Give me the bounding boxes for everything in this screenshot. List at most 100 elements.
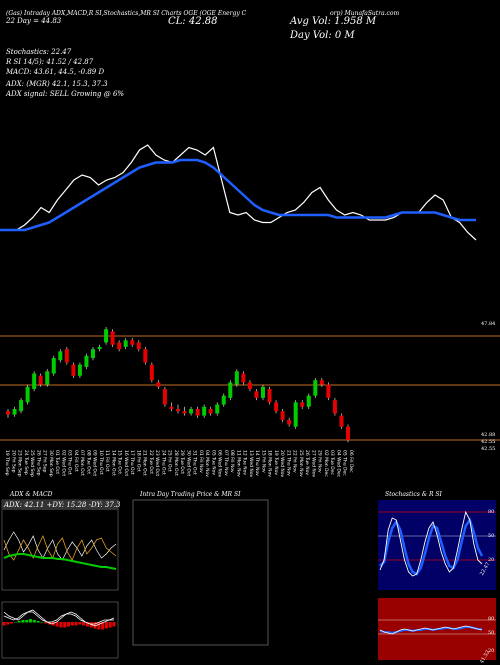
candle-body <box>91 349 95 359</box>
candle-body <box>136 342 141 350</box>
macd-hist-bar <box>97 622 101 630</box>
candle-body <box>319 380 324 385</box>
x-tick-label: 03 Tue Dec <box>329 450 335 476</box>
price-line-chart <box>0 144 477 241</box>
x-tick-label: 29 Fri Nov <box>317 450 323 473</box>
adx-values: ADX: 42.11 +DY: 15.28 -DY: 37.3 <box>4 501 121 509</box>
stoch-tick-50: 50 <box>488 533 495 539</box>
x-tick-label: 21 Mon Oct <box>142 450 148 476</box>
candle-body <box>228 382 233 398</box>
candle-body <box>71 364 76 376</box>
macd-hist-bar <box>2 622 6 626</box>
x-tick-label: 03 Thu Oct <box>67 450 73 475</box>
macd-hist-bar <box>82 622 86 626</box>
rsi-tick-50: 50 <box>488 630 495 636</box>
adx-main-line <box>3 553 117 570</box>
x-tick-label: 19 Thu Sep <box>4 450 10 476</box>
x-tick-label: 27 Fri Sep <box>42 450 48 473</box>
candle-body <box>346 426 350 440</box>
macd-hist-bar <box>36 621 40 623</box>
candle-body <box>169 406 174 409</box>
x-tick-label: 22 Fri Nov <box>292 450 298 473</box>
x-tick-label: 11 Mon Nov <box>235 450 241 477</box>
candle-body <box>123 340 128 347</box>
stoch-tick-80: 80 <box>488 509 495 515</box>
candle-body <box>143 349 148 363</box>
macd-hist-bar <box>40 622 44 623</box>
macd-hist-bar <box>6 622 10 625</box>
x-tick-label: 29 Tue Oct <box>179 450 185 474</box>
macd-hist-bar <box>21 620 25 623</box>
candle-body <box>254 391 259 398</box>
candle-body <box>84 355 89 367</box>
x-tick-label: 25 Mon Nov <box>298 450 304 477</box>
candle-body <box>287 420 292 425</box>
macd-hist-bar <box>93 622 97 629</box>
adx-plus-line <box>3 531 117 561</box>
candle-body <box>117 342 122 350</box>
x-axis-labels: 19 Thu Sep 20 Fri Sep 23 Mon Sep 24 Tue Sep… <box>4 450 354 478</box>
x-tick-label: 15 Fri Nov <box>260 450 266 473</box>
macd-hist-bar <box>44 622 48 624</box>
candle-body <box>77 364 82 376</box>
candle-body <box>58 351 63 361</box>
candle-body <box>247 382 252 390</box>
adx-readout: ADX: (MGR) 42.1, 15.3, 37.3 <box>6 80 108 88</box>
avg-vol: Avg Vol: 1.958 M <box>290 16 377 27</box>
candle-body <box>149 364 154 381</box>
candle-body <box>208 408 213 414</box>
macd-hist-bar <box>85 622 89 627</box>
macd-signal-line <box>3 611 114 625</box>
moving-average-line <box>0 158 476 232</box>
x-tick-label: 25 Wed Sep <box>29 450 35 477</box>
adx-minus-line <box>3 534 117 561</box>
x-tick-label: 18 Mon Nov <box>267 450 273 477</box>
macd-hist-bar <box>74 622 78 626</box>
candle-body <box>195 408 200 416</box>
ytick-bottom-a: 42.88 <box>481 432 496 438</box>
mr-panel-title: Intra Day Trading Price & MR SI <box>140 491 241 498</box>
candle-body <box>182 411 187 414</box>
rsi-tick-20: 20 <box>488 648 495 654</box>
candle-body <box>97 346 102 350</box>
x-tick-label: 12 Tue Nov <box>242 450 248 475</box>
day-line: 22 Day = 44.83 <box>6 17 62 25</box>
candle-body <box>19 400 24 412</box>
x-tick-label: 01 Fri Nov <box>198 450 204 473</box>
x-tick-label: 01 Tue Oct <box>54 450 60 474</box>
adx-lines <box>3 531 117 570</box>
candle-body <box>306 395 311 407</box>
macd-hist-bar <box>13 622 17 623</box>
x-tick-label: 15 Tue Oct <box>117 450 123 474</box>
x-tick-label: 06 Wed Nov <box>217 450 223 478</box>
x-tick-label: 23 Mon Sep <box>17 450 23 477</box>
candle-body <box>326 384 331 398</box>
candle-body <box>130 340 135 345</box>
candle-body <box>64 349 69 363</box>
x-tick-label: 20 Fri Sep <box>10 450 16 473</box>
macd-hist-bar <box>63 622 67 628</box>
rsi-readout: R SI 14/5): 41.52 / 42.87 <box>6 58 94 66</box>
x-tick-label: 04 Fri Oct <box>73 450 79 472</box>
macd-hist-bar <box>17 621 21 623</box>
x-tick-label: 14 Thu Nov <box>254 450 260 476</box>
macd-hist-bar <box>59 622 63 628</box>
adx-panel-header <box>2 500 118 510</box>
mr-panel <box>132 499 269 646</box>
x-tick-label: 23 Wed Oct <box>154 450 160 476</box>
candle-body <box>32 373 37 390</box>
candle-body <box>313 380 318 396</box>
candle-body <box>104 329 109 343</box>
macd-lines <box>2 609 116 630</box>
candle-body <box>202 406 207 416</box>
candle-body <box>12 408 17 415</box>
macd-hist-bar <box>101 622 105 630</box>
rsi-line <box>379 625 483 635</box>
candle-body <box>156 382 161 387</box>
candle-body <box>38 375 43 385</box>
macd-hist-bar <box>25 620 29 623</box>
candle-body <box>215 404 220 414</box>
x-tick-label: 19 Tue Nov <box>273 450 279 475</box>
stoch-readout: Stochastics: 22.47 <box>6 48 72 56</box>
